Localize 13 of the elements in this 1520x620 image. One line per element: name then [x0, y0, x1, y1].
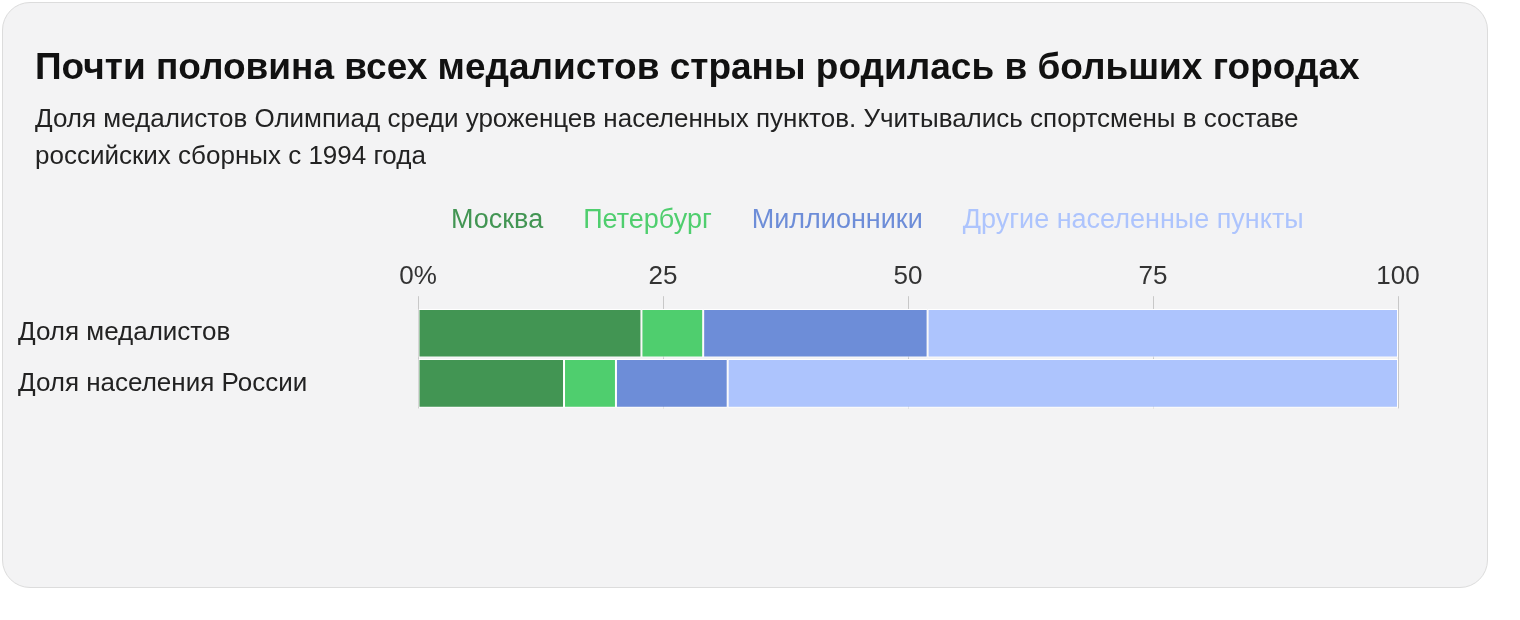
text: Миллионники — [751, 204, 923, 235]
x-tick-label: 75 — [1138, 259, 1168, 290]
chart-subtitle: Доля медалистов Олимпиад среди уроженцев населенных пунктов. Учитывались спортсмены в составе российских сборных с 1994 года — [35, 102, 1300, 172]
x-tick-label: 100 — [1376, 259, 1420, 290]
text: Москва — [451, 204, 544, 235]
y-tick-label: Доля населения России — [18, 366, 308, 397]
text: Петербург — [583, 204, 712, 235]
x-tick-label: 50 — [893, 259, 923, 290]
chart-title: Почти половина всех медалистов страны родилась в больших городах — [35, 45, 1361, 89]
x-tick-label: 25 — [648, 259, 678, 290]
y-tick-label: Доля медалистов — [18, 316, 231, 347]
x-tick-label: 0% — [399, 259, 437, 290]
text: Другие населенные пункты — [962, 204, 1304, 235]
